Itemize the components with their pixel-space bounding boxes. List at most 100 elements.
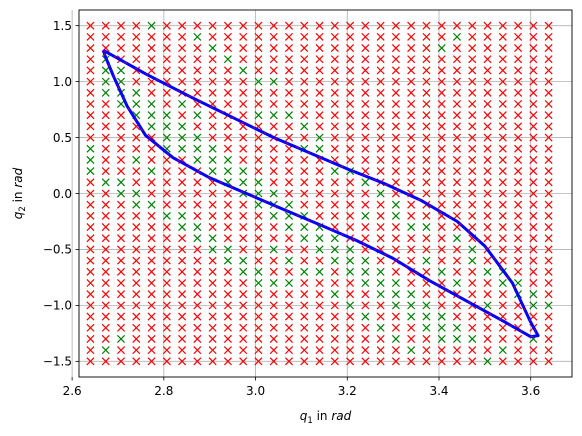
marker-rejected xyxy=(468,178,477,187)
marker-rejected xyxy=(284,133,294,142)
marker-accepted xyxy=(391,200,400,209)
marker-accepted xyxy=(162,133,171,142)
marker-rejected xyxy=(391,267,400,276)
marker-rejected xyxy=(208,77,217,86)
marker-rejected xyxy=(300,200,309,209)
marker-rejected xyxy=(544,133,553,142)
marker-rejected xyxy=(178,245,187,254)
marker-rejected xyxy=(300,133,309,142)
marker-rejected xyxy=(193,21,202,30)
marker-accepted xyxy=(452,278,462,288)
marker-rejected xyxy=(483,111,492,120)
marker-rejected xyxy=(452,122,462,131)
marker-rejected xyxy=(101,301,110,310)
marker-rejected xyxy=(101,211,110,220)
marker-rejected xyxy=(422,144,431,153)
marker-accepted xyxy=(223,167,232,176)
marker-rejected xyxy=(208,357,217,366)
grid xyxy=(71,10,572,377)
marker-rejected xyxy=(132,245,141,254)
marker-rejected xyxy=(391,55,400,64)
marker-accepted xyxy=(86,167,95,176)
marker-rejected xyxy=(239,44,248,53)
marker-rejected xyxy=(346,55,355,64)
marker-rejected xyxy=(407,99,416,109)
marker-rejected xyxy=(101,99,110,109)
marker-rejected xyxy=(361,200,370,209)
marker-rejected xyxy=(315,290,324,299)
marker-rejected xyxy=(376,200,385,209)
marker-accepted xyxy=(330,167,339,176)
marker-rejected xyxy=(330,144,339,153)
marker-rejected xyxy=(101,334,110,343)
marker-accepted xyxy=(498,278,507,288)
marker-rejected xyxy=(544,178,553,187)
marker-rejected xyxy=(514,144,523,153)
marker-accepted xyxy=(239,167,248,176)
marker-accepted xyxy=(300,122,309,131)
marker-rejected xyxy=(284,21,294,30)
marker-rejected xyxy=(223,44,232,53)
marker-rejected xyxy=(361,189,370,198)
marker-rejected xyxy=(498,234,507,243)
marker-accepted xyxy=(330,256,339,265)
marker-rejected xyxy=(407,111,416,120)
marker-rejected xyxy=(468,267,477,276)
marker-rejected xyxy=(483,323,492,332)
marker-rejected xyxy=(239,334,248,343)
marker-rejected xyxy=(361,111,370,120)
marker-rejected xyxy=(437,189,446,198)
marker-rejected xyxy=(315,346,324,355)
marker-rejected xyxy=(132,144,141,153)
marker-rejected xyxy=(315,21,324,30)
marker-rejected xyxy=(101,256,110,265)
marker-rejected xyxy=(86,278,95,288)
marker-rejected xyxy=(147,189,156,198)
marker-rejected xyxy=(86,21,95,30)
marker-rejected xyxy=(498,189,507,198)
marker-rejected xyxy=(132,223,141,232)
marker-rejected xyxy=(101,111,110,120)
marker-rejected xyxy=(300,167,309,176)
marker-rejected xyxy=(300,178,309,187)
marker-rejected xyxy=(208,111,217,120)
marker-accepted xyxy=(147,167,156,176)
marker-rejected xyxy=(315,178,324,187)
marker-rejected xyxy=(239,323,248,332)
marker-rejected xyxy=(346,323,355,332)
x-axis-ticks: 2.6 2.8 3.0 3.2 3.4 3.6 xyxy=(63,377,540,398)
marker-accepted xyxy=(422,256,431,265)
marker-rejected xyxy=(468,346,477,355)
marker-rejected xyxy=(86,88,95,97)
marker-rejected xyxy=(223,211,232,220)
marker-rejected xyxy=(422,155,431,164)
marker-rejected xyxy=(254,245,263,254)
marker-rejected xyxy=(147,290,156,299)
marker-rejected xyxy=(544,346,553,355)
marker-accepted xyxy=(315,245,324,254)
marker-accepted xyxy=(376,267,385,276)
marker-rejected xyxy=(86,189,95,198)
marker-rejected xyxy=(452,21,462,30)
y-tick-label: 0.5 xyxy=(53,131,72,145)
marker-accepted xyxy=(376,323,385,332)
marker-rejected xyxy=(86,200,95,209)
marker-rejected xyxy=(239,301,248,310)
marker-rejected xyxy=(452,312,462,321)
marker-rejected xyxy=(86,312,95,321)
marker-rejected xyxy=(239,290,248,299)
marker-accepted xyxy=(361,256,370,265)
marker-rejected xyxy=(162,44,171,53)
marker-rejected xyxy=(315,122,324,131)
marker-rejected xyxy=(422,122,431,131)
marker-rejected xyxy=(529,211,538,220)
marker-rejected xyxy=(269,234,278,243)
marker-rejected xyxy=(208,32,217,41)
marker-rejected xyxy=(376,111,385,120)
marker-rejected xyxy=(422,211,431,220)
marker-rejected xyxy=(483,178,492,187)
marker-rejected xyxy=(132,178,141,187)
marker-rejected xyxy=(391,77,400,86)
marker-rejected xyxy=(468,111,477,120)
marker-rejected xyxy=(132,301,141,310)
